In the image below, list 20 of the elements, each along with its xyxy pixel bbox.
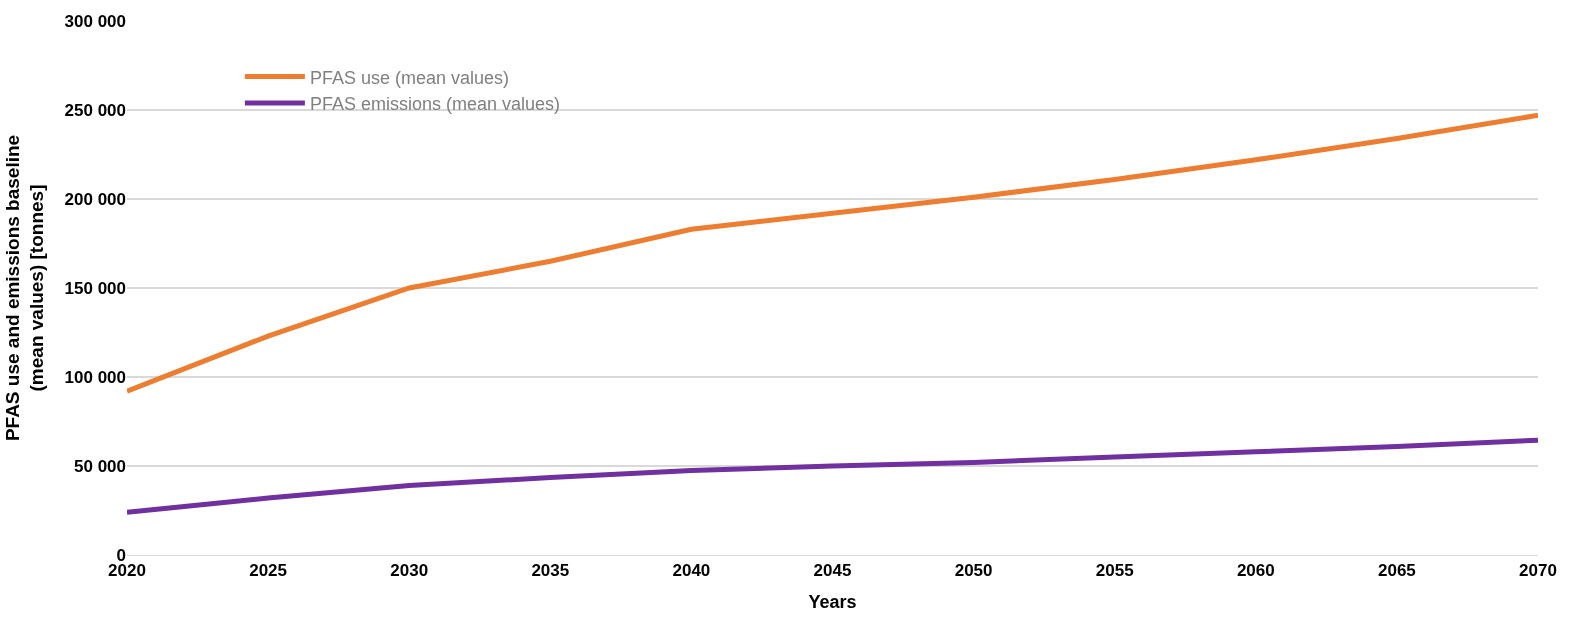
x-tick-label: 2045 xyxy=(813,561,852,581)
legend-label: PFAS emissions (mean values) xyxy=(309,94,560,114)
x-tick-label: 2050 xyxy=(954,561,993,581)
x-tick-label: 2025 xyxy=(249,561,288,581)
x-tick-label: 2065 xyxy=(1377,561,1416,581)
y-tick-label: 100 000 xyxy=(64,367,126,387)
x-tick-label: 2060 xyxy=(1236,561,1275,581)
legend-label: PFAS use (mean values) xyxy=(309,67,509,88)
x-tick-label: 2035 xyxy=(531,561,570,581)
x-tick-label: 2030 xyxy=(390,561,429,581)
x-tick-label: 2055 xyxy=(1095,561,1134,581)
y-tick-label: 50 000 xyxy=(74,456,126,476)
y-tick-label: 300 000 xyxy=(64,11,126,31)
y-tick-label: 150 000 xyxy=(64,278,126,298)
x-axis-title: Years xyxy=(808,591,857,612)
y-tick-label: 200 000 xyxy=(64,189,126,209)
x-tick-label: 2040 xyxy=(672,561,711,581)
y-axis-title: PFAS use and emissions baseline (mean values) [tonnes] xyxy=(1,134,48,442)
x-tick-label: 2070 xyxy=(1519,561,1557,581)
y-tick-label: 250 000 xyxy=(64,100,126,120)
